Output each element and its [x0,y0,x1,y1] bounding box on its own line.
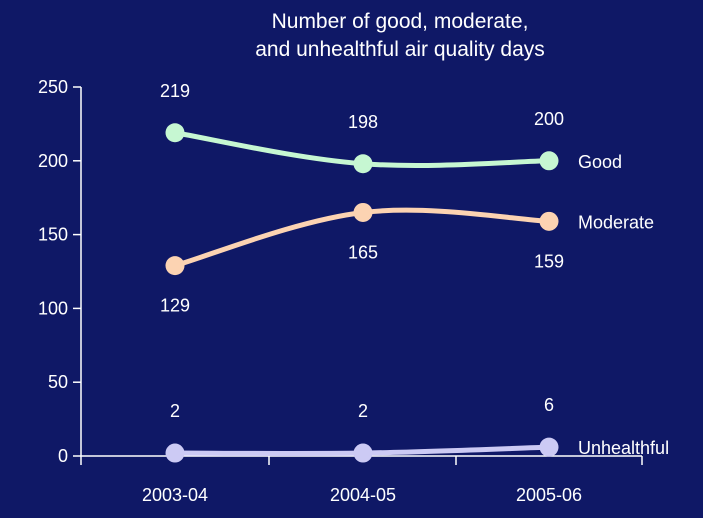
series-layer [165,123,559,463]
data-point-moderate [353,202,373,222]
data-label-good: 200 [534,109,564,129]
y-tick-label: 150 [38,225,68,245]
data-label-unhealthful: 2 [358,401,368,421]
x-tick-label: 2003-04 [142,485,208,505]
data-label-good: 219 [160,81,190,101]
series-label-moderate: Moderate [578,212,654,232]
data-point-good [353,154,373,174]
axes: 0 50 100 150 200 250 2003-04 2004-05 2005-06 [38,77,643,505]
y-tick-label: 0 [58,446,68,466]
data-label-moderate: 129 [160,296,190,316]
data-label-good: 198 [348,112,378,132]
series-label-good: Good [578,152,622,172]
data-point-unhealthful [539,437,559,457]
data-point-unhealthful [165,443,185,463]
y-tick-label: 200 [38,151,68,171]
data-label-unhealthful: 6 [544,395,554,415]
data-point-moderate [165,256,185,276]
y-tick-label: 50 [48,372,68,392]
data-point-good [539,151,559,171]
chart-title: Number of good, moderate, and unhealthfu… [255,10,545,61]
y-tick-label: 100 [38,298,68,318]
chart-title-line-1: Number of good, moderate, [272,10,529,33]
data-label-unhealthful: 2 [170,401,180,421]
y-tick-label: 250 [38,77,68,97]
data-point-moderate [539,211,559,231]
data-point-unhealthful [353,443,373,463]
data-label-moderate: 159 [534,251,564,271]
x-tick-label: 2004-05 [330,485,396,505]
labels-layer: 219 198 200 Good 129 165 159 Moderate 2 2 6 Unhealt… [160,81,669,458]
chart-title-line-2: and unhealthful air quality days [255,38,545,61]
data-point-good [165,123,185,143]
series-label-unhealthful: Unhealthful [578,438,669,458]
data-label-moderate: 165 [348,242,378,262]
x-tick-label: 2005-06 [516,485,582,505]
